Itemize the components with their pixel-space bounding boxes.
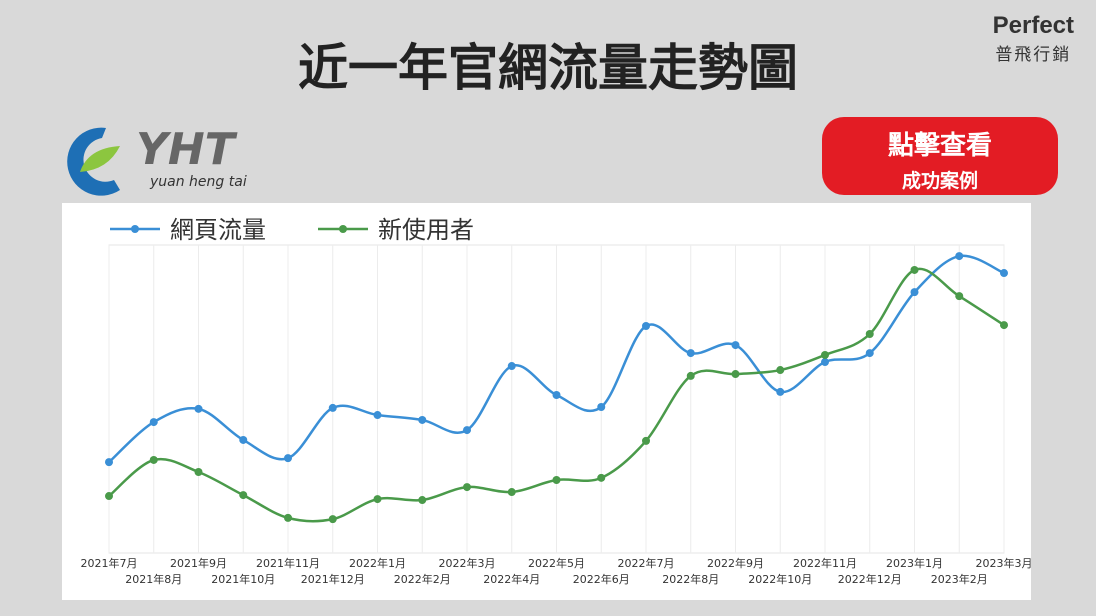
x-tick-label: 2022年10月	[748, 572, 812, 586]
x-tick-label: 2021年12月	[301, 572, 365, 586]
data-point	[284, 513, 292, 522]
brand-name: Perfect	[992, 12, 1074, 39]
chart-bg	[62, 203, 1031, 600]
x-tick-label: 2022年12月	[838, 572, 902, 586]
data-point	[910, 288, 919, 297]
data-point	[597, 473, 606, 482]
data-point	[373, 495, 382, 504]
data-point	[463, 483, 471, 492]
x-tick-label: 2021年9月	[170, 556, 227, 570]
data-point	[552, 476, 561, 485]
x-tick-label: 2022年8月	[662, 572, 719, 586]
data-point	[418, 415, 427, 424]
x-tick-label: 2022年9月	[707, 556, 764, 570]
legend-label: 新使用者	[378, 216, 474, 244]
data-point	[149, 455, 158, 464]
x-tick-label: 2022年3月	[439, 556, 496, 570]
x-tick-label: 2021年7月	[81, 556, 138, 570]
data-point	[865, 330, 874, 339]
data-point	[507, 362, 516, 371]
data-point	[105, 458, 113, 467]
legend-dot	[339, 225, 347, 233]
data-point	[194, 404, 203, 413]
data-point	[239, 491, 248, 500]
brand: Perfect 普飛行銷	[993, 12, 1074, 65]
data-point	[149, 418, 158, 427]
x-tick-label: 2021年10月	[211, 572, 275, 586]
legend-label: 網頁流量	[170, 216, 266, 244]
data-point	[731, 341, 740, 350]
case-button[interactable]: 點擊查看 成功案例	[822, 117, 1058, 195]
data-point	[373, 411, 382, 420]
x-tick-label: 2022年2月	[394, 572, 451, 586]
legend-dot	[131, 225, 139, 233]
data-point	[328, 403, 337, 412]
logo-ring	[67, 127, 120, 196]
data-point	[642, 436, 650, 445]
x-tick-label: 2022年11月	[793, 556, 857, 570]
x-tick-label: 2021年8月	[125, 572, 182, 586]
x-tick-label: 2022年7月	[618, 556, 675, 570]
data-point	[418, 496, 427, 505]
x-tick-label: 2022年5月	[528, 556, 585, 570]
data-point	[552, 390, 561, 399]
data-point	[955, 252, 964, 261]
x-tick-label: 2021年11月	[256, 556, 320, 570]
data-point	[1000, 321, 1008, 330]
logo-mark: YHT	[136, 124, 238, 175]
logo-sub: yuan heng tai	[149, 174, 247, 190]
x-tick-label: 2022年1月	[349, 556, 406, 570]
data-point	[507, 488, 516, 497]
data-point	[328, 515, 337, 524]
logo: YHT yuan heng tai	[67, 124, 247, 196]
data-point	[955, 292, 964, 301]
logo-leaf	[80, 146, 120, 172]
data-point	[821, 350, 829, 359]
x-tick-label: 2022年6月	[573, 572, 630, 586]
data-point	[194, 467, 203, 476]
data-point	[597, 403, 606, 412]
page-title: 近一年官網流量走勢圖	[298, 39, 798, 97]
data-point	[239, 435, 248, 444]
data-point	[686, 349, 695, 358]
data-point	[284, 454, 292, 463]
x-tick-label: 2022年4月	[483, 572, 540, 586]
data-point	[731, 370, 740, 379]
data-point	[686, 371, 695, 380]
data-point	[1000, 269, 1008, 278]
x-tick-label: 2023年3月	[976, 556, 1033, 570]
data-point	[821, 358, 829, 367]
data-point	[105, 492, 113, 501]
brand-sub: 普飛行銷	[995, 45, 1072, 65]
x-tick-label: 2023年2月	[931, 572, 988, 586]
button-line2[interactable]: 成功案例	[901, 170, 978, 192]
data-point	[776, 366, 785, 375]
data-point	[463, 426, 471, 435]
data-point	[776, 387, 785, 396]
data-point	[910, 265, 919, 274]
data-point	[642, 322, 650, 331]
data-point	[865, 349, 874, 358]
x-tick-label: 2023年1月	[886, 556, 943, 570]
button-line1[interactable]: 點擊查看	[887, 131, 992, 161]
